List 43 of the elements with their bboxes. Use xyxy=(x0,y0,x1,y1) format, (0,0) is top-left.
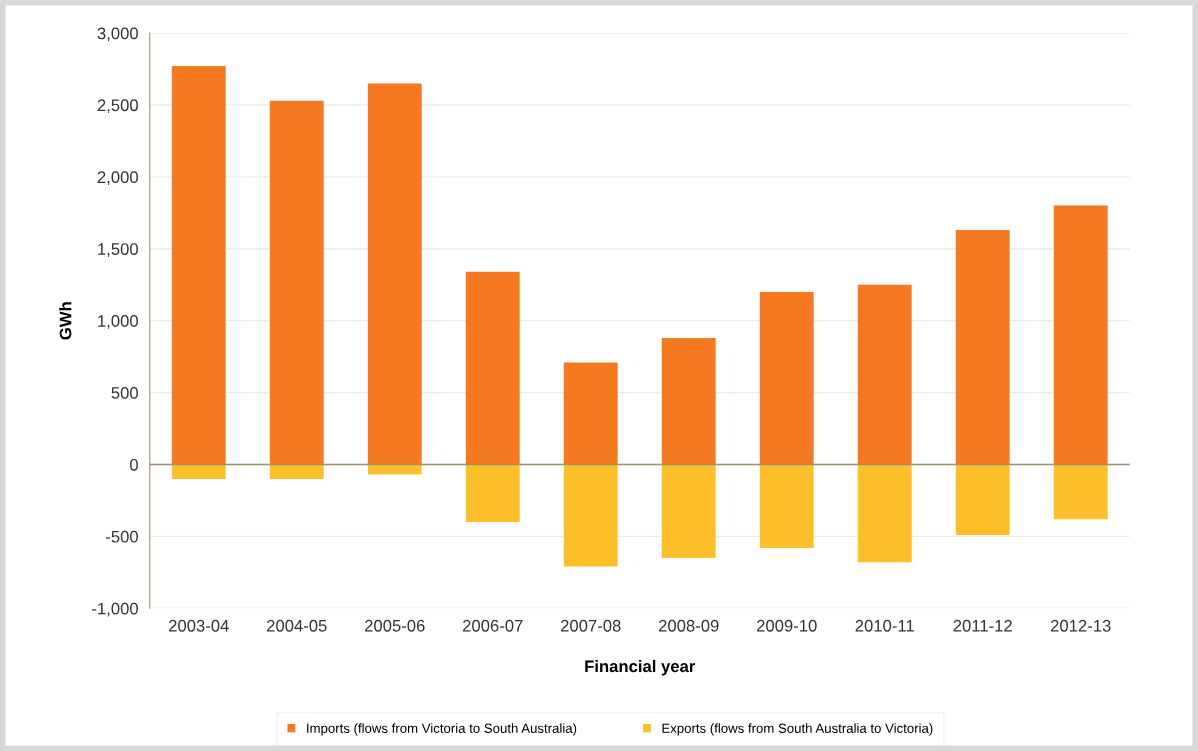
x-tick-label: 2006-07 xyxy=(463,619,523,632)
bar xyxy=(955,464,1010,535)
bar xyxy=(1053,205,1108,465)
x-tick-label: 2008-09 xyxy=(658,619,719,632)
y-tick-label: 3,000 xyxy=(97,27,138,42)
bar xyxy=(367,464,422,475)
bar xyxy=(269,464,324,479)
x-tick-label: 2003-04 xyxy=(169,619,229,632)
y-tick-label: -1,000 xyxy=(92,602,138,617)
x-tick-label: 2010-11 xyxy=(855,619,914,632)
bar xyxy=(759,291,814,465)
bar xyxy=(465,271,520,465)
bar xyxy=(1053,464,1108,520)
legend-label: Exports (flows from South Australia to Victoria) xyxy=(662,723,933,736)
legend-label: Imports (flows from Victoria to South Australia) xyxy=(307,723,577,736)
y-tick-label: 2,000 xyxy=(97,171,138,186)
x-tick-label: 2012-13 xyxy=(1050,619,1111,632)
bar xyxy=(857,284,912,465)
bar xyxy=(465,464,520,523)
x-tick-label: 2011-12 xyxy=(953,619,1012,632)
y-axis-title: GWh xyxy=(59,302,72,340)
x-tick-label: 2005-06 xyxy=(365,619,425,632)
y-tick-label: -500 xyxy=(106,530,138,543)
x-axis-title: Financial year xyxy=(585,659,696,676)
bar xyxy=(661,464,716,558)
x-tick-label: 2007-08 xyxy=(560,619,621,632)
y-tick-label: 500 xyxy=(111,386,138,399)
y-tick-label: 1,500 xyxy=(98,243,138,257)
bar xyxy=(563,362,618,465)
y-tick-label: 1,000 xyxy=(98,315,138,329)
x-tick-label: 2004-05 xyxy=(267,619,327,632)
bar xyxy=(857,464,912,563)
bar xyxy=(171,464,226,479)
bar xyxy=(759,464,814,548)
bar xyxy=(367,83,422,465)
bar xyxy=(171,66,226,465)
bar xyxy=(269,100,324,465)
x-tick-label: 2009-10 xyxy=(756,619,817,632)
bar xyxy=(955,230,1010,465)
bar xyxy=(563,464,618,567)
y-tick-label: 0 xyxy=(130,458,138,471)
y-tick-label: 2,500 xyxy=(97,99,138,114)
bar xyxy=(661,337,716,465)
